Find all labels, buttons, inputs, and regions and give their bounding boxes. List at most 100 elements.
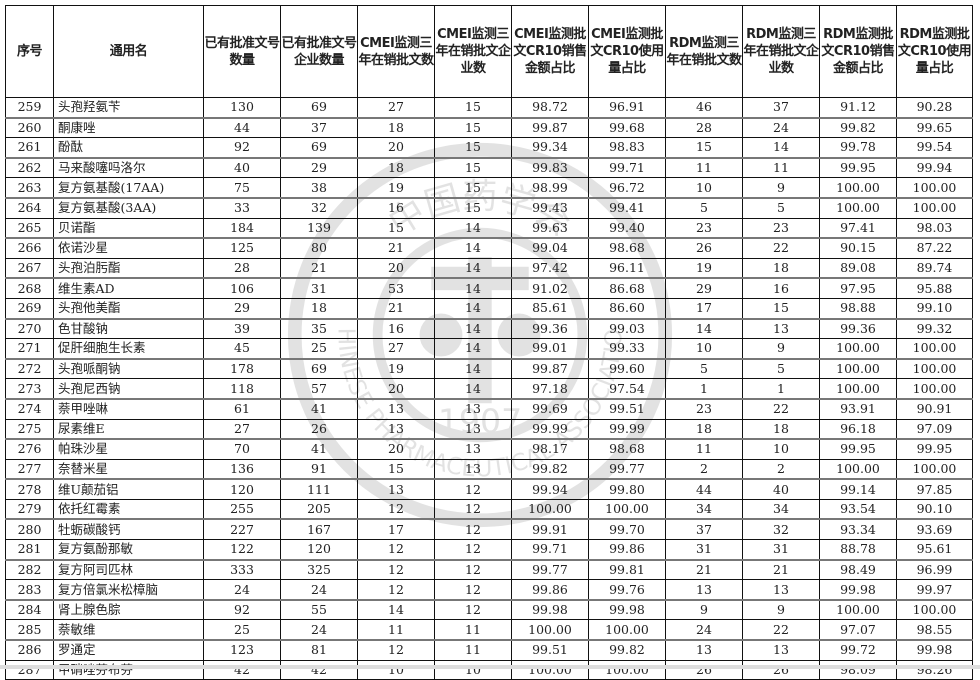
- value-cell: 97.41: [819, 217, 897, 239]
- value-cell: 15: [434, 196, 512, 219]
- value-cell: 100.00: [588, 498, 666, 520]
- value-cell: 14: [434, 357, 512, 380]
- drug-name-cell: 头孢泊肟酯: [53, 257, 204, 279]
- drug-name-cell: 牡蛎碳酸钙: [53, 518, 204, 541]
- value-cell: 98.83: [588, 137, 666, 159]
- value-cell: 29: [665, 277, 743, 299]
- value-cell: 100.00: [819, 177, 897, 199]
- value-cell: 99.51: [588, 397, 666, 420]
- drug-name-cell: 依托红霉素: [53, 498, 204, 520]
- table-row: 264 复方氨基酸(3AA) 33 32 16 15 99.43 99.41 5 5 100.00 1…: [5, 196, 973, 219]
- row-index-cell: 263: [5, 177, 54, 199]
- value-cell: 13: [434, 458, 512, 480]
- value-cell: 99.41: [588, 196, 666, 219]
- value-cell: 10: [742, 438, 820, 460]
- value-cell: 99.03: [588, 317, 666, 340]
- value-cell: 13: [742, 639, 820, 661]
- row-index-cell: 286: [5, 639, 54, 661]
- value-cell: 13: [665, 579, 743, 601]
- table-row: 269 头孢他美酯 29 18 21 14 85.61 86.60 17 15 98.88 99.10: [5, 297, 973, 320]
- value-cell: 93.34: [819, 518, 897, 541]
- drug-name-cell: 复方倍氯米松樟脑: [53, 579, 204, 601]
- value-cell: 40: [203, 156, 281, 179]
- value-cell: 11: [434, 639, 512, 661]
- row-index-cell: 281: [5, 539, 54, 561]
- value-cell: 12: [357, 498, 435, 520]
- value-cell: 100.00: [588, 659, 666, 680]
- row-index-cell: 259: [5, 96, 54, 119]
- value-cell: 97.54: [588, 378, 666, 400]
- row-index-cell: 262: [5, 156, 54, 179]
- value-cell: 97.18: [511, 378, 589, 400]
- value-cell: 11: [742, 156, 820, 179]
- value-cell: 100.00: [511, 498, 589, 520]
- value-cell: 111: [280, 478, 358, 500]
- value-cell: 57: [280, 378, 358, 400]
- value-cell: 39: [203, 317, 281, 340]
- drug-name-cell: 头孢尼西钠: [53, 378, 204, 400]
- value-cell: 97.95: [819, 277, 897, 299]
- value-cell: 11: [665, 438, 743, 460]
- value-cell: 99.70: [588, 518, 666, 541]
- value-cell: 98.26: [896, 659, 973, 680]
- value-cell: 53: [357, 277, 435, 299]
- value-cell: 98.68: [588, 237, 666, 259]
- value-cell: 91.12: [819, 96, 897, 119]
- value-cell: 12: [357, 539, 435, 561]
- value-cell: 46: [665, 96, 743, 119]
- table-row: 274 萘甲唑啉 61 41 13 13 99.69 99.51 23 22 93.91 90.91: [5, 397, 973, 420]
- drug-name-cell: 萘敏维: [53, 619, 204, 641]
- value-cell: 325: [280, 558, 358, 581]
- value-cell: 9: [742, 177, 820, 199]
- value-cell: 45: [203, 338, 281, 360]
- value-cell: 100.00: [511, 619, 589, 641]
- value-cell: 118: [203, 378, 281, 400]
- value-cell: 17: [357, 518, 435, 541]
- value-cell: 38: [280, 177, 358, 199]
- drug-name-cell: 维U颠茄铝: [53, 478, 204, 500]
- value-cell: 99.04: [511, 237, 589, 259]
- value-cell: 14: [357, 598, 435, 621]
- value-cell: 14: [742, 137, 820, 159]
- table-row: 263 复方氨基酸(17AA) 75 38 19 15 98.99 96.72 10 9 100.0…: [5, 177, 973, 199]
- drug-monitoring-table: 序号 通用名 已有批准文号数量 已有批准文号企业数量 CMEI监测三年在销批文数 CMEI…: [5, 5, 973, 680]
- table-row: 281 复方氨酚那敏 122 120 12 12 99.71 99.86 31 31 88.78 95…: [5, 539, 973, 561]
- value-cell: 15: [434, 137, 512, 159]
- value-cell: 99.98: [896, 639, 973, 661]
- value-cell: 12: [434, 498, 512, 520]
- value-cell: 99.60: [588, 357, 666, 380]
- value-cell: 37: [742, 96, 820, 119]
- drug-name-cell: 色甘酸钠: [53, 317, 204, 340]
- value-cell: 13: [357, 478, 435, 500]
- column-header: 通用名: [53, 5, 204, 98]
- drug-name-cell: 维生素AD: [53, 277, 204, 299]
- value-cell: 19: [357, 357, 435, 380]
- value-cell: 32: [280, 196, 358, 219]
- value-cell: 13: [357, 418, 435, 440]
- value-cell: 90.91: [896, 397, 973, 420]
- value-cell: 27: [357, 96, 435, 119]
- value-cell: 99.98: [511, 598, 589, 621]
- value-cell: 90.15: [819, 237, 897, 259]
- value-cell: 31: [280, 277, 358, 299]
- value-cell: 19: [665, 257, 743, 279]
- value-cell: 90.28: [896, 96, 973, 119]
- value-cell: 75: [203, 177, 281, 199]
- value-cell: 14: [434, 297, 512, 320]
- table-row: 284 肾上腺色腙 92 55 14 12 99.98 99.98 9 9 100.00 100.00: [5, 598, 973, 621]
- row-index-cell: 284: [5, 598, 54, 621]
- value-cell: 10: [357, 659, 435, 680]
- row-index-cell: 287: [5, 659, 54, 680]
- value-cell: 97.85: [896, 478, 973, 500]
- table-row: 279 依托红霉素 255 205 12 12 100.00 100.00 34 34 93.54 9…: [5, 498, 973, 520]
- value-cell: 21: [280, 257, 358, 279]
- value-cell: 99.86: [511, 579, 589, 601]
- value-cell: 12: [434, 558, 512, 581]
- value-cell: 130: [203, 96, 281, 119]
- value-cell: 99.14: [819, 478, 897, 500]
- column-header: RDM监测批文CR10使用量占比: [896, 5, 973, 98]
- page-bottom-edge: [0, 665, 980, 669]
- drug-name-cell: 复方氨基酸(17AA): [53, 177, 204, 199]
- value-cell: 96.91: [588, 96, 666, 119]
- table-row: 265 贝诺酯 184 139 15 14 99.63 99.40 23 23 97.41 98.03: [5, 217, 973, 239]
